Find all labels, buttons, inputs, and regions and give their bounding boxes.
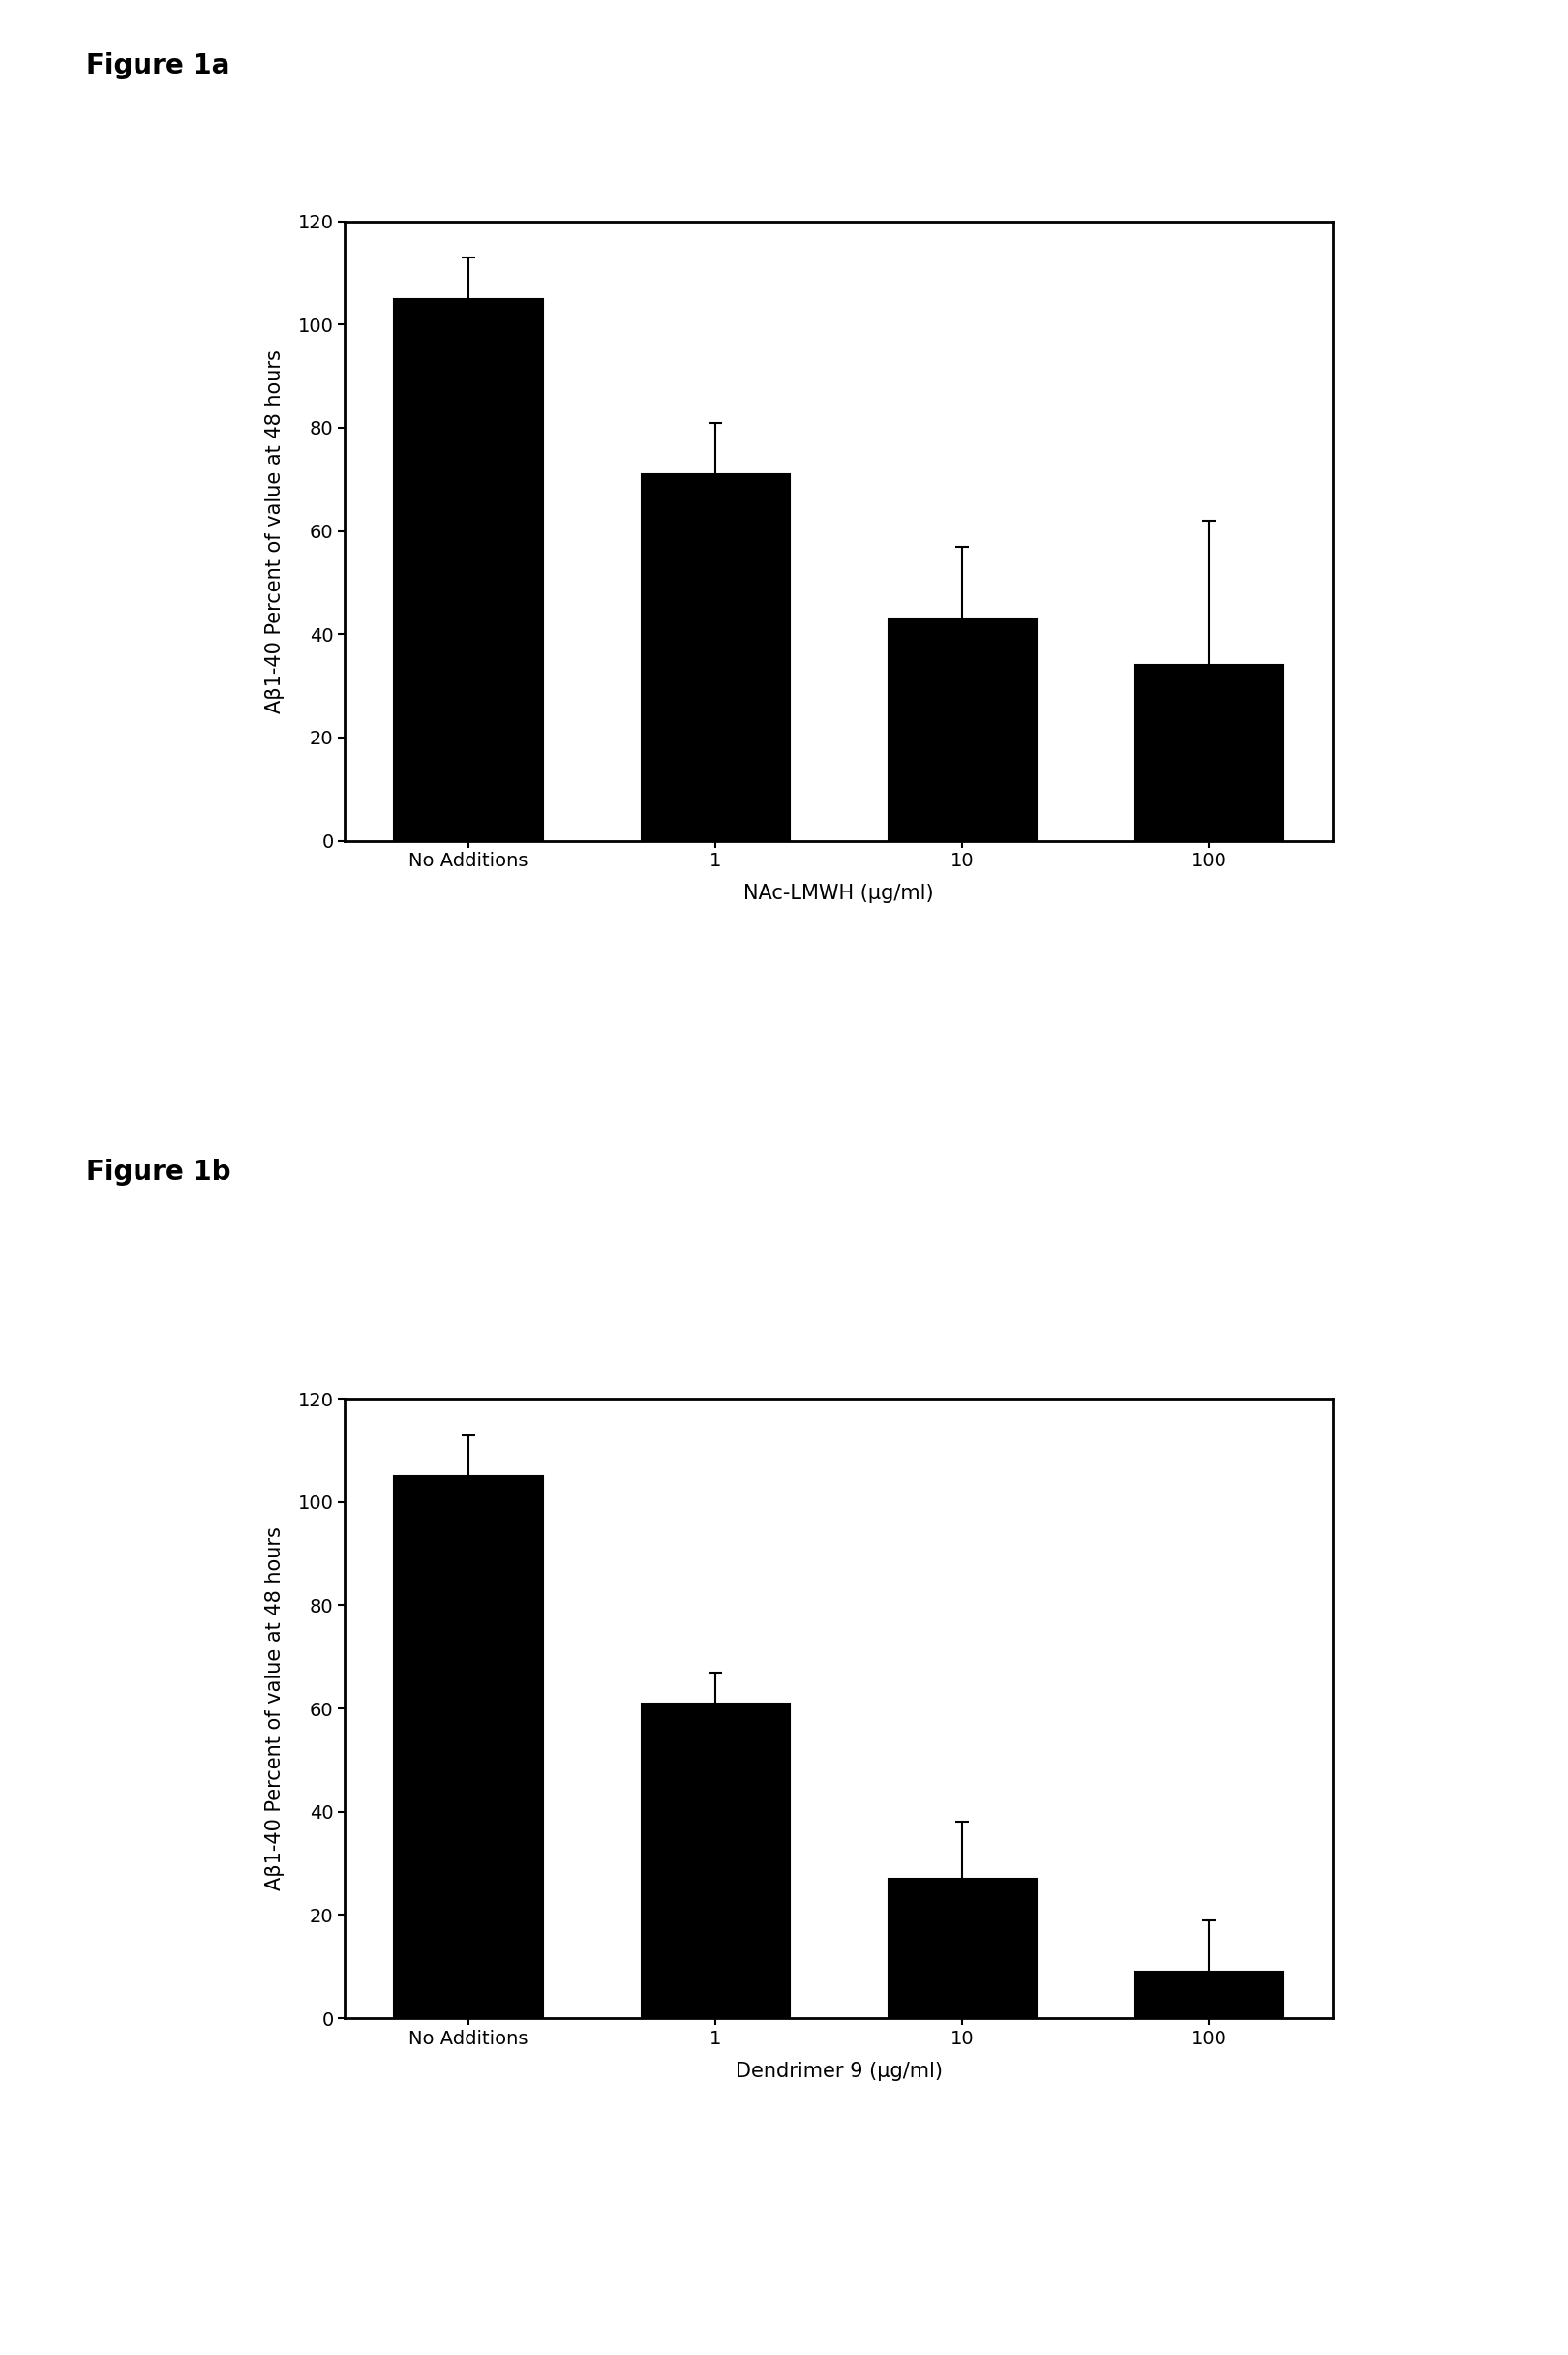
Bar [641, 1703, 789, 2018]
Text: Figure 1b: Figure 1b [86, 1159, 230, 1187]
Bar [641, 473, 789, 841]
Y-axis label: Aβ1-40 Percent of value at 48 hours: Aβ1-40 Percent of value at 48 hours [265, 1526, 284, 1891]
X-axis label: Dendrimer 9 (μg/ml): Dendrimer 9 (μg/ml) [735, 2061, 942, 2082]
Bar [394, 1477, 543, 2018]
Bar [394, 299, 543, 841]
Y-axis label: Aβ1-40 Percent of value at 48 hours: Aβ1-40 Percent of value at 48 hours [265, 349, 284, 714]
Bar [887, 1879, 1036, 2018]
Text: Figure 1a: Figure 1a [86, 52, 230, 80]
Bar [1135, 664, 1284, 841]
X-axis label: NAc-LMWH (μg/ml): NAc-LMWH (μg/ml) [743, 883, 935, 904]
Bar [887, 619, 1036, 841]
Bar [1135, 1971, 1284, 2018]
